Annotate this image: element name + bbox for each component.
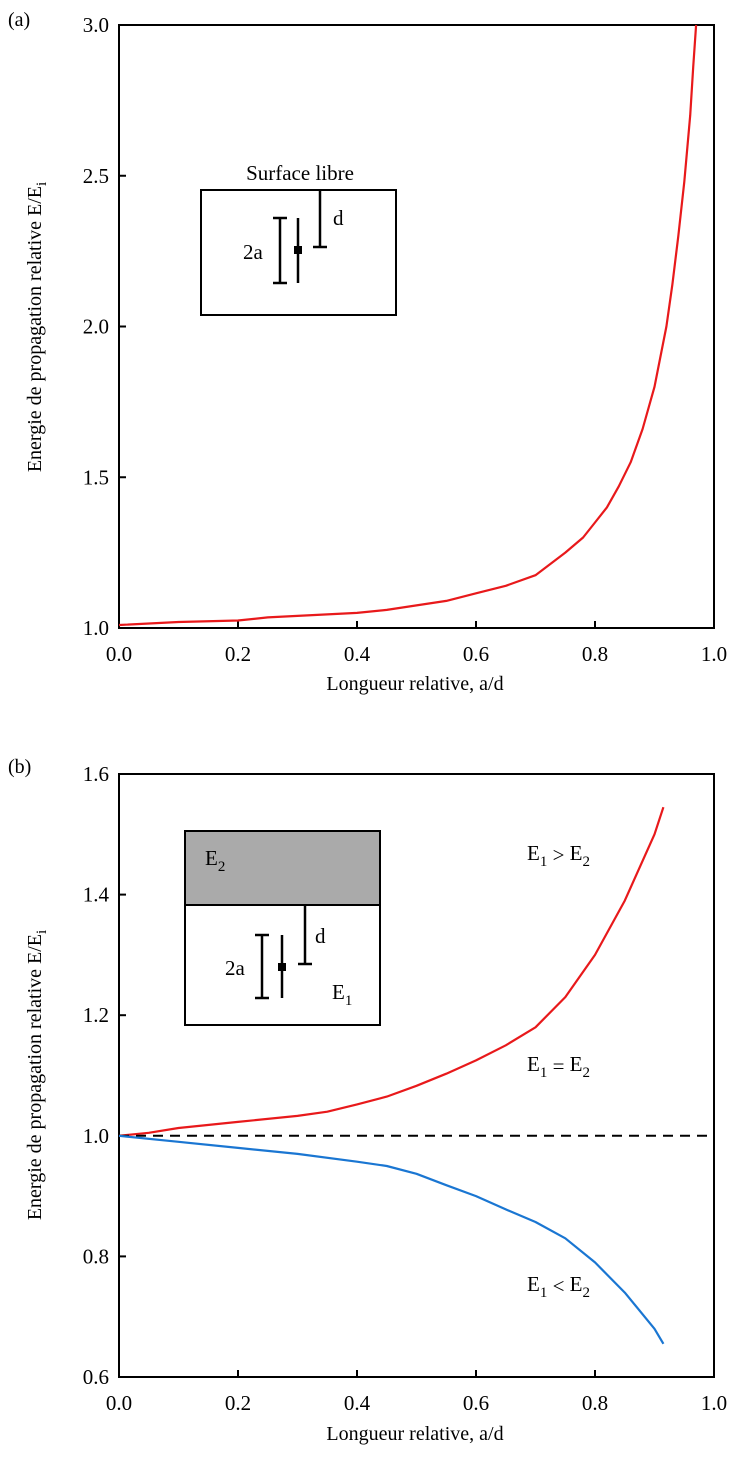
xlabel-a: Longueur relative, a/d [326, 673, 503, 695]
ytick-label-b-3: 1.2 [83, 1003, 109, 1027]
inset-top-material-e2 [184, 830, 381, 906]
ticks-b: 0.0 0.2 0.4 0.6 0.8 1.0 0.6 0.8 1.0 1.2 1.4 1.6 [83, 762, 727, 1415]
series-line-a-0 [118, 24, 698, 627]
ticks-a: 0.0 0.2 0.4 0.6 0.8 1.0 1.0 1.5 2.0 2.5 3.0 [83, 13, 727, 666]
xtick-label-b-1: 0.2 [225, 1391, 251, 1415]
ytick-label-a-4: 3.0 [83, 13, 109, 37]
annotation-e1-equal-e2: E1 = E2 [527, 1052, 590, 1081]
inset-diagram-a: Surface libre 2a d [200, 161, 397, 316]
xtick-label-a-3: 0.6 [463, 642, 489, 666]
ylabel-b: Energie de propagation relative E/Ei [24, 930, 50, 1220]
plot-frame-a [118, 24, 715, 629]
panel-label-a: (a) [8, 9, 30, 31]
ytick-label-a-0: 1.0 [83, 616, 109, 640]
crack-center-b [278, 963, 286, 971]
ytick-label-a-3: 2.5 [83, 164, 109, 188]
panel-label-b: (b) [8, 756, 31, 778]
panel-a: (a) 0.0 0.2 0.4 0.6 0.8 1.0 1.0 1.5 2.0 2.5 3.0 En… [8, 9, 727, 695]
ytick-label-b-0: 0.6 [83, 1365, 109, 1389]
inset-label-e1: E1 [332, 980, 352, 1009]
ylabel-a: Energie de propagation relative E/Ei [24, 182, 50, 472]
xtick-label-b-2: 0.4 [344, 1391, 371, 1415]
ytick-label-b-5: 1.6 [83, 762, 109, 786]
xtick-label-b-0: 0.0 [106, 1391, 132, 1415]
series-line-b-0 [118, 806, 665, 1137]
inset-label-e2: E2 [205, 846, 225, 875]
xtick-label-a-0: 0.0 [106, 642, 132, 666]
series-a [118, 24, 698, 627]
xtick-label-a-4: 0.8 [582, 642, 608, 666]
crack-label-2a-a: 2a [243, 240, 264, 264]
annotation-e1-greater-e2: E1 > E2 [527, 841, 590, 870]
ytick-label-b-4: 1.4 [83, 883, 110, 907]
xtick-label-a-2: 0.4 [344, 642, 371, 666]
crack-label-2a-b: 2a [225, 956, 246, 980]
xtick-label-b-4: 0.8 [582, 1391, 608, 1415]
series-b [118, 806, 714, 1345]
series-line-b-2 [118, 1134, 665, 1345]
inset-diagram-b: E2 E1 2a d [184, 830, 381, 1026]
crack-center-a [294, 246, 302, 254]
xtick-label-b-3: 0.6 [463, 1391, 489, 1415]
ytick-label-b-1: 0.8 [83, 1244, 109, 1268]
ytick-label-a-2: 2.0 [83, 315, 109, 339]
inset-title-surface-libre: Surface libre [246, 161, 354, 185]
xlabel-b: Longueur relative, a/d [326, 1423, 503, 1445]
ytick-label-a-1: 1.5 [83, 465, 109, 489]
xtick-label-a-5: 1.0 [701, 642, 727, 666]
xtick-label-a-1: 0.2 [225, 642, 251, 666]
distance-label-d-b: d [315, 924, 326, 948]
distance-label-d-a: d [333, 206, 344, 230]
annotation-e1-less-e2: E1 < E2 [527, 1272, 590, 1301]
plot-frame-b [118, 773, 715, 1378]
ytick-label-b-2: 1.0 [83, 1124, 109, 1148]
panel-b: (b) 0.0 0.2 0.4 0.6 0.8 1.0 0.6 0.8 1.0 1.2 1.4 1.6… [8, 756, 727, 1445]
xtick-label-b-5: 1.0 [701, 1391, 727, 1415]
